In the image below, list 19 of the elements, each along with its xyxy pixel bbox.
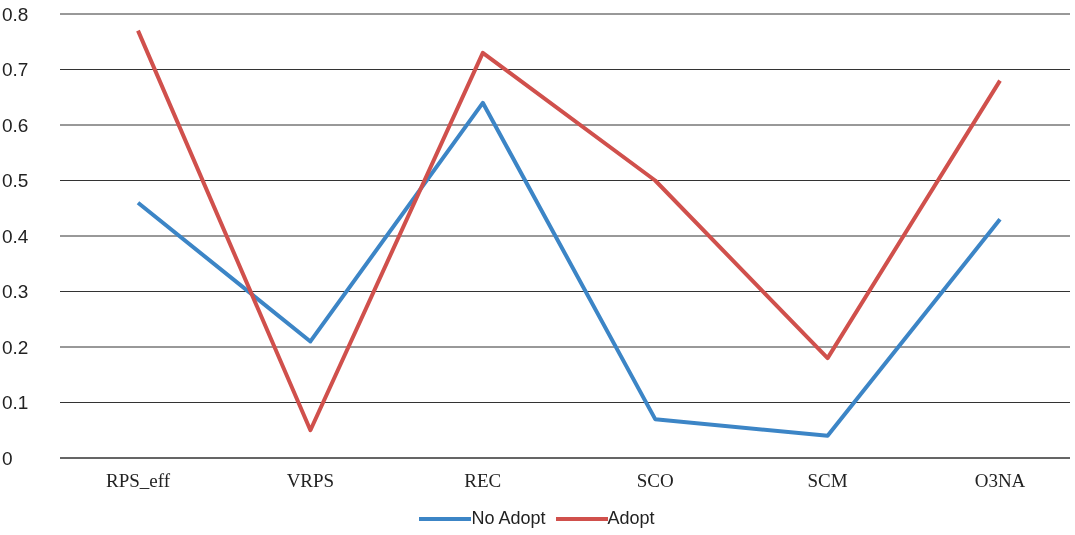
legend-label: Adopt bbox=[607, 508, 655, 529]
y-tick-label: 0.5 bbox=[2, 170, 29, 192]
x-tick-label: VRPS bbox=[286, 470, 335, 492]
x-tick-label: RPS_eff bbox=[105, 470, 171, 492]
legend-label: No Adopt bbox=[471, 508, 546, 529]
y-tick-label: 0.8 bbox=[2, 3, 29, 25]
y-tick-label: 0 bbox=[2, 447, 13, 469]
x-tick-label: O3NA bbox=[974, 470, 1026, 492]
y-tick-label: 0.7 bbox=[2, 59, 29, 81]
y-tick-label: 0.2 bbox=[2, 336, 29, 358]
y-tick-label: 0.4 bbox=[2, 225, 29, 247]
y-tick-label: 0.6 bbox=[2, 114, 29, 136]
y-tick-label: 0.3 bbox=[2, 281, 29, 303]
line-series bbox=[136, 28, 1002, 433]
line-series bbox=[136, 100, 1002, 438]
y-tick-label: 0.1 bbox=[2, 392, 29, 414]
x-tick-label: REC bbox=[464, 470, 502, 492]
x-tick-label: SCO bbox=[636, 470, 674, 492]
x-tick-label: SCM bbox=[807, 470, 848, 492]
